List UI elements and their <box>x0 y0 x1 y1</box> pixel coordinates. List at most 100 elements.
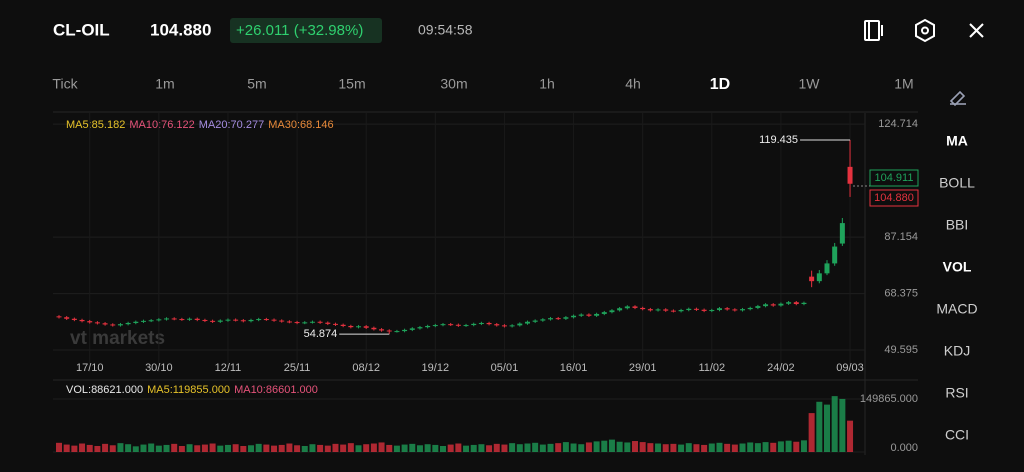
volume-bar <box>409 443 416 452</box>
volume-bar <box>109 445 116 452</box>
candle-body <box>617 308 623 311</box>
candle-body <box>709 310 715 312</box>
volume-bar <box>647 443 654 452</box>
candle-body <box>448 324 454 326</box>
volume-bar <box>455 443 462 452</box>
candle-body <box>601 312 607 314</box>
volume-bar <box>71 445 78 452</box>
timeframe-tab[interactable]: 1h <box>539 76 555 92</box>
candle-body <box>225 319 231 321</box>
candle-body <box>501 325 507 327</box>
settings-icon[interactable] <box>915 18 935 43</box>
y-tick-label: 68.375 <box>884 287 918 299</box>
candle-body <box>164 318 170 320</box>
indicator-legend: MA10:86601.000 <box>234 384 318 396</box>
volume-bar <box>309 444 316 452</box>
indicator-tab[interactable]: BBI <box>946 217 969 233</box>
volume-bar <box>716 442 723 452</box>
volume-bar <box>401 444 408 452</box>
candle-body <box>494 324 500 326</box>
candle-body <box>363 326 369 328</box>
symbol: CL-OIL <box>53 20 110 39</box>
indicator-tab[interactable]: VOL <box>943 259 972 275</box>
volume-bar <box>378 442 385 452</box>
price-tag <box>869 169 919 187</box>
volume-bar <box>762 442 769 452</box>
volume-bar <box>386 444 393 452</box>
candle-body <box>716 308 722 311</box>
volume-bar <box>263 444 270 452</box>
indicator-tab[interactable]: RSI <box>945 385 968 401</box>
volume-bar <box>747 442 754 452</box>
candle-body <box>740 309 746 311</box>
close-icon[interactable] <box>969 23 984 38</box>
volume-bar <box>770 442 777 452</box>
indicator-tab[interactable]: BOLL <box>939 175 975 191</box>
timeframe-tab[interactable]: 5m <box>247 76 266 92</box>
indicator-tab[interactable]: MA <box>946 133 968 149</box>
volume-bar <box>194 445 201 452</box>
candle-body <box>509 325 515 327</box>
volume-bar <box>186 444 193 452</box>
timeframe-tab[interactable]: 1D <box>710 76 730 93</box>
draw-icon[interactable] <box>949 90 966 107</box>
volume-bar <box>470 444 477 452</box>
volume-bar <box>224 444 231 452</box>
x-tick-label: 19/12 <box>422 362 450 374</box>
y-tick-label: 149865.000 <box>860 393 918 405</box>
x-tick-label: 30/10 <box>145 362 173 374</box>
candle-body <box>524 321 530 324</box>
annotation: 54.874 <box>304 328 338 340</box>
timeframe-tab[interactable]: 30m <box>440 76 467 92</box>
watermark: vt markets <box>70 328 165 349</box>
candle-body <box>571 315 577 318</box>
candle-body <box>632 306 638 308</box>
candle-body <box>532 320 538 322</box>
timeframe-tab[interactable]: 15m <box>338 76 365 92</box>
volume-bar <box>117 443 124 452</box>
candle-body <box>555 318 561 320</box>
volume-bar <box>793 441 800 452</box>
candle-body <box>171 318 177 320</box>
candle-body <box>655 309 661 311</box>
candle-body <box>256 319 262 321</box>
volume-bar <box>524 443 531 452</box>
indicator-tab[interactable]: KDJ <box>944 343 970 359</box>
volume-bar <box>478 444 485 452</box>
volume-bar <box>670 443 677 452</box>
x-tick-label: 05/01 <box>491 362 519 374</box>
timeframe-tab[interactable]: 1W <box>799 76 821 92</box>
candle-body <box>486 322 492 325</box>
volume-bar <box>125 444 132 452</box>
candle-body <box>778 303 784 306</box>
indicator-tab[interactable]: MACD <box>936 301 977 317</box>
x-tick-label: 17/10 <box>76 362 104 374</box>
timeframe-tab[interactable]: Tick <box>52 76 78 92</box>
volume-bar <box>155 445 162 452</box>
candle-body <box>478 322 484 324</box>
volume-bar <box>562 442 569 452</box>
candle-body <box>325 322 331 324</box>
timeframe-tab[interactable]: 4h <box>625 76 641 92</box>
candle-body <box>747 307 753 310</box>
book-icon[interactable] <box>864 20 883 41</box>
timeframe-tab[interactable]: 1m <box>155 76 174 92</box>
last-price: 104.880 <box>150 20 211 39</box>
candle-body <box>809 276 815 282</box>
x-tick-label: 12/11 <box>215 362 242 374</box>
timeframe-tab[interactable]: 1M <box>894 76 913 92</box>
candle-body <box>187 318 193 320</box>
candle-body <box>686 308 692 311</box>
volume-bar <box>370 443 377 452</box>
candle-body <box>317 321 323 323</box>
price-tag-label: 104.880 <box>874 192 914 204</box>
x-tick-label: 24/02 <box>767 362 795 374</box>
x-tick-label: 11/02 <box>698 362 725 374</box>
candle-body <box>210 320 216 322</box>
indicator-tab[interactable]: CCI <box>945 427 969 443</box>
candle-body <box>102 323 108 325</box>
candle-body <box>356 326 362 328</box>
volume-bar <box>148 443 155 452</box>
candle-body <box>332 323 338 325</box>
